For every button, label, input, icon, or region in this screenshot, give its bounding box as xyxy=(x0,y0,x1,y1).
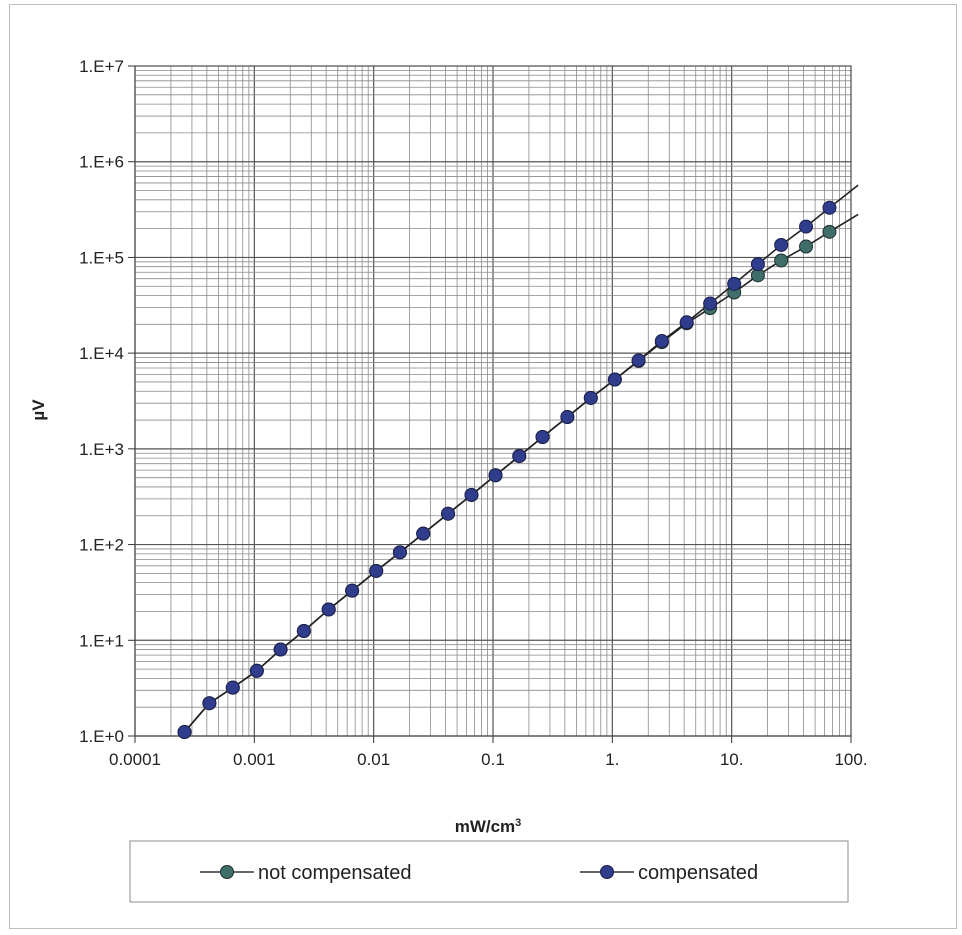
legend-label-not-compensated: not compensated xyxy=(258,862,411,884)
data-point-compensated xyxy=(273,642,288,657)
data-point-compensated xyxy=(392,545,407,560)
data-point-compensated xyxy=(488,468,503,483)
x-tick-label: 0.0001 xyxy=(109,750,161,769)
x-axis-title-sup: 3 xyxy=(515,817,521,829)
legend-item-not-compensated: not compensated xyxy=(200,862,411,884)
data-point-compensated xyxy=(560,410,575,425)
data-point-compensated xyxy=(225,680,240,695)
y-axis-ticks: 1.E+0 1.E+1 1.E+2 1.E+3 1.E+4 1.E+5 1.E+6 1.E+7 xyxy=(79,57,135,746)
legend-marker-not-compensated xyxy=(220,865,234,879)
data-point-compensated xyxy=(369,563,384,578)
data-point-compensated xyxy=(727,276,742,291)
data-point-compensated xyxy=(345,583,360,598)
data-point-compensated xyxy=(799,219,814,234)
legend-marker-compensated xyxy=(600,865,614,879)
data-point-not-compensated xyxy=(799,239,814,254)
data-point-compensated xyxy=(296,624,311,639)
data-point-compensated xyxy=(441,506,456,521)
data-point-compensated xyxy=(583,390,598,405)
data-point-compensated xyxy=(654,333,669,348)
x-axis-title: mW/cm3 xyxy=(455,817,522,836)
x-tick-label: 0.001 xyxy=(233,750,276,769)
data-point-compensated xyxy=(703,296,718,311)
x-tick-label: 0.01 xyxy=(357,750,390,769)
data-point-not-compensated xyxy=(822,224,837,239)
x-axis-title-base: mW/cm xyxy=(455,817,515,836)
data-point-compensated xyxy=(535,430,550,445)
data-point-compensated xyxy=(177,725,192,740)
x-tick-label: 100. xyxy=(834,750,867,769)
y-tick-label: 1.E+2 xyxy=(79,536,124,555)
data-point-compensated xyxy=(464,487,479,502)
y-axis-title: µV xyxy=(29,399,48,421)
data-point-compensated xyxy=(249,663,264,678)
x-tick-label: 0.1 xyxy=(481,750,505,769)
data-point-compensated xyxy=(321,602,336,617)
data-point-compensated xyxy=(512,449,527,464)
data-point-compensated xyxy=(607,372,622,387)
grid xyxy=(134,66,851,737)
x-axis-ticks: 0.0001 0.001 0.01 0.1 1. 10. 100. xyxy=(109,736,868,769)
chart-frame xyxy=(9,4,957,929)
data-point-compensated xyxy=(631,353,646,368)
data-point-compensated xyxy=(750,257,765,272)
x-tick-label: 10. xyxy=(720,750,744,769)
y-tick-label: 1.E+5 xyxy=(79,248,124,267)
y-tick-label: 1.E+7 xyxy=(79,57,124,76)
series-layer xyxy=(177,184,859,740)
y-tick-label: 1.E+3 xyxy=(79,440,124,459)
legend: not compensated compensated xyxy=(129,840,849,903)
y-tick-label: 1.E+6 xyxy=(79,153,124,172)
data-point-compensated xyxy=(822,200,837,215)
y-tick-label: 1.E+0 xyxy=(79,727,124,746)
y-tick-label: 1.E+1 xyxy=(79,631,124,650)
legend-item-compensated: compensated xyxy=(580,862,758,884)
x-tick-label: 1. xyxy=(605,750,619,769)
y-tick-label: 1.E+4 xyxy=(79,344,124,363)
data-point-compensated xyxy=(679,315,694,330)
data-point-compensated xyxy=(202,696,217,711)
legend-label-compensated: compensated xyxy=(638,862,758,884)
data-point-compensated xyxy=(774,237,789,252)
data-point-not-compensated xyxy=(774,253,789,268)
data-point-compensated xyxy=(416,526,431,541)
